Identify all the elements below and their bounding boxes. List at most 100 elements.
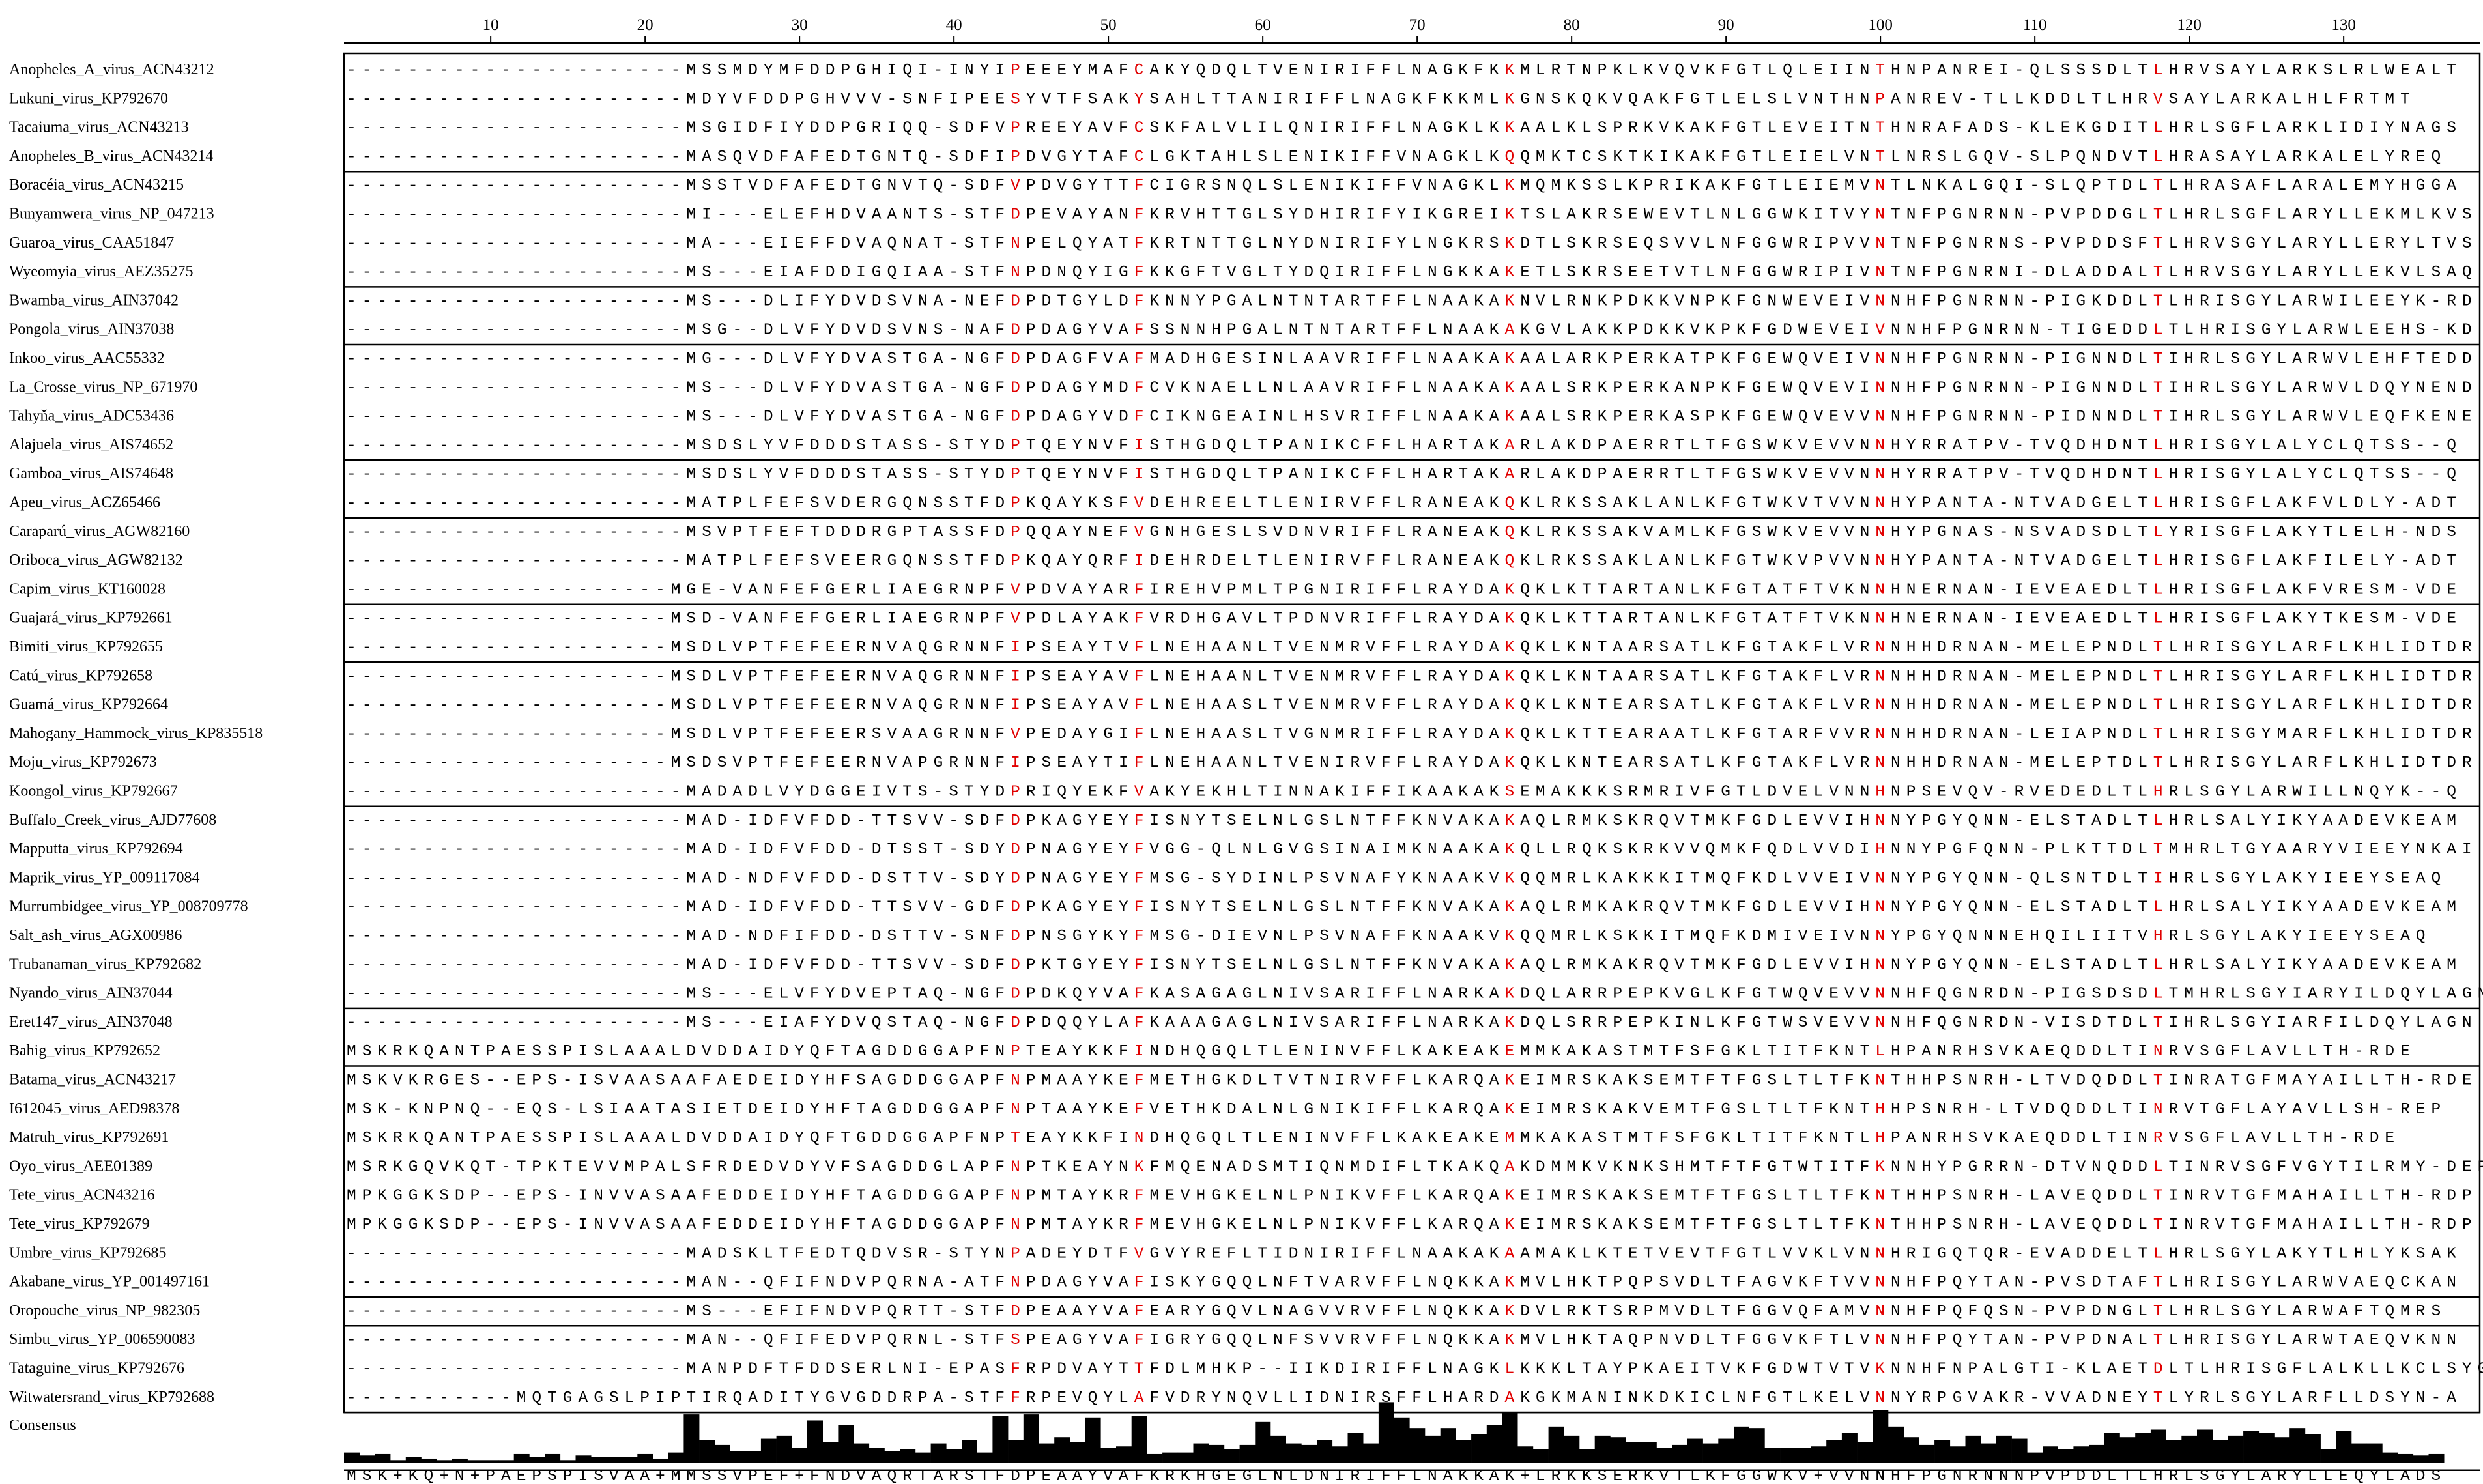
consensus-bar [1626,1442,1642,1463]
consensus-bar [2413,1455,2429,1463]
consensus-bar [992,1416,1009,1463]
sequence-name: Bimiti_virus_KP792655 [9,638,163,655]
consensus-bar [1317,1440,1333,1463]
consensus-bar [1209,1444,1225,1463]
sequence-name: Anopheles_A_virus_ACN43212 [9,61,214,78]
consensus-bar [2428,1453,2445,1463]
group-separator-lines [343,52,2481,1471]
sequence-name: Maprik_virus_YP_009117084 [9,869,199,886]
consensus-bar [390,1460,407,1463]
sequence-name: Bunyamwera_virus_NP_047213 [9,206,214,223]
consensus-bar [854,1443,870,1463]
sequence-name: La_Crosse_virus_NP_671970 [9,378,197,395]
consensus-bar [1270,1435,1286,1463]
sequence-name: Mapputta_virus_KP792694 [9,840,183,857]
consensus-bar [1564,1435,1580,1463]
consensus-bar [1826,1440,1843,1463]
consensus-bar [2197,1429,2213,1463]
consensus-sequence-text: M S K + K Q + N + P A E P S P I S V A A + M M S S V P E F + F N D V A Q R T A R… [347,1468,2441,1484]
consensus-bar [1903,1437,1919,1463]
consensus-bar [344,1452,360,1463]
consensus-bar [2043,1446,2058,1463]
consensus-bar [1409,1428,1426,1463]
consensus-bar [1285,1443,1302,1463]
consensus-bar [1610,1437,1626,1463]
consensus-bar [1193,1443,1209,1463]
sequence-name: Batama_virus_ACN43217 [9,1072,176,1089]
consensus-bar [529,1457,545,1463]
consensus-bar [2304,1434,2321,1463]
consensus-bar [1734,1426,1749,1463]
consensus-bar [2058,1449,2074,1463]
consensus-bar [1811,1446,1827,1463]
consensus-bar [1949,1446,1966,1463]
sequence-name: Akabane_virus_YP_001497161 [9,1274,210,1291]
consensus-bar [792,1448,808,1463]
consensus-bar [2258,1433,2275,1463]
consensus-bar [977,1452,993,1463]
sequence-name: Koongol_virus_KP792667 [9,783,178,800]
consensus-bar [1764,1448,1781,1463]
consensus-bar [2073,1446,2089,1463]
consensus-bar [606,1457,622,1463]
consensus-bar [1394,1417,1410,1463]
consensus-bar [405,1457,422,1463]
consensus-bar [545,1453,561,1463]
sequence-name: Bahig_virus_KP792652 [9,1042,160,1059]
consensus-bar [2135,1433,2151,1463]
consensus-bar [1749,1428,1765,1463]
consensus-panel: Consensus M S K + K Q + N + P A E P S P I S V A A + M M S S V P E F +… [9,1402,2445,1484]
consensus-bar [2150,1429,2166,1463]
consensus-bar [1069,1442,1085,1463]
consensus-bar [838,1425,854,1463]
consensus-bar [1780,1448,1796,1463]
consensus-histogram [344,1402,2445,1463]
consensus-bar [1054,1437,1070,1463]
consensus-bar [1039,1443,1055,1463]
consensus-bar [498,1460,514,1463]
sequence-name: Oriboca_virus_AGW82132 [9,552,183,569]
consensus-bar [776,1435,792,1463]
consensus-bar [1672,1444,1688,1463]
ruler-tick-label: 30 [792,16,808,34]
sequence-name: Nyando_virus_AIN37044 [9,985,173,1002]
consensus-bar [930,1443,947,1463]
consensus-bar [575,1455,592,1463]
sequence-name: Matruh_virus_KP792691 [9,1129,169,1146]
ruler-tick-label: 130 [2331,16,2356,34]
consensus-bar [822,1442,839,1463]
consensus-bar [1100,1448,1117,1463]
sequence-name: Oyo_virus_AEE01389 [9,1158,152,1175]
sequence-name: Catú_virus_KP792658 [9,667,152,684]
sequence-name: Gamboa_virus_AIS74648 [9,465,173,482]
consensus-bar [2320,1449,2336,1463]
consensus-bar [915,1452,931,1463]
consensus-bar [1085,1417,1101,1463]
consensus-bar [668,1452,684,1463]
sequence-name: Guamá_virus_KP792664 [9,696,168,713]
sequence-name: Murrumbidgee_virus_YP_008709778 [9,898,248,915]
sequence-name: Tete_virus_ACN43216 [9,1187,155,1204]
sequence-name: Inkoo_virus_AAC55332 [9,350,165,367]
consensus-bar [467,1460,483,1463]
sequence-name: I612045_virus_AED98378 [9,1100,179,1117]
consensus-bar [1502,1412,1518,1463]
consensus-bar [1873,1410,1889,1463]
consensus-bar [1023,1414,1039,1463]
consensus-bar [1579,1449,1595,1463]
